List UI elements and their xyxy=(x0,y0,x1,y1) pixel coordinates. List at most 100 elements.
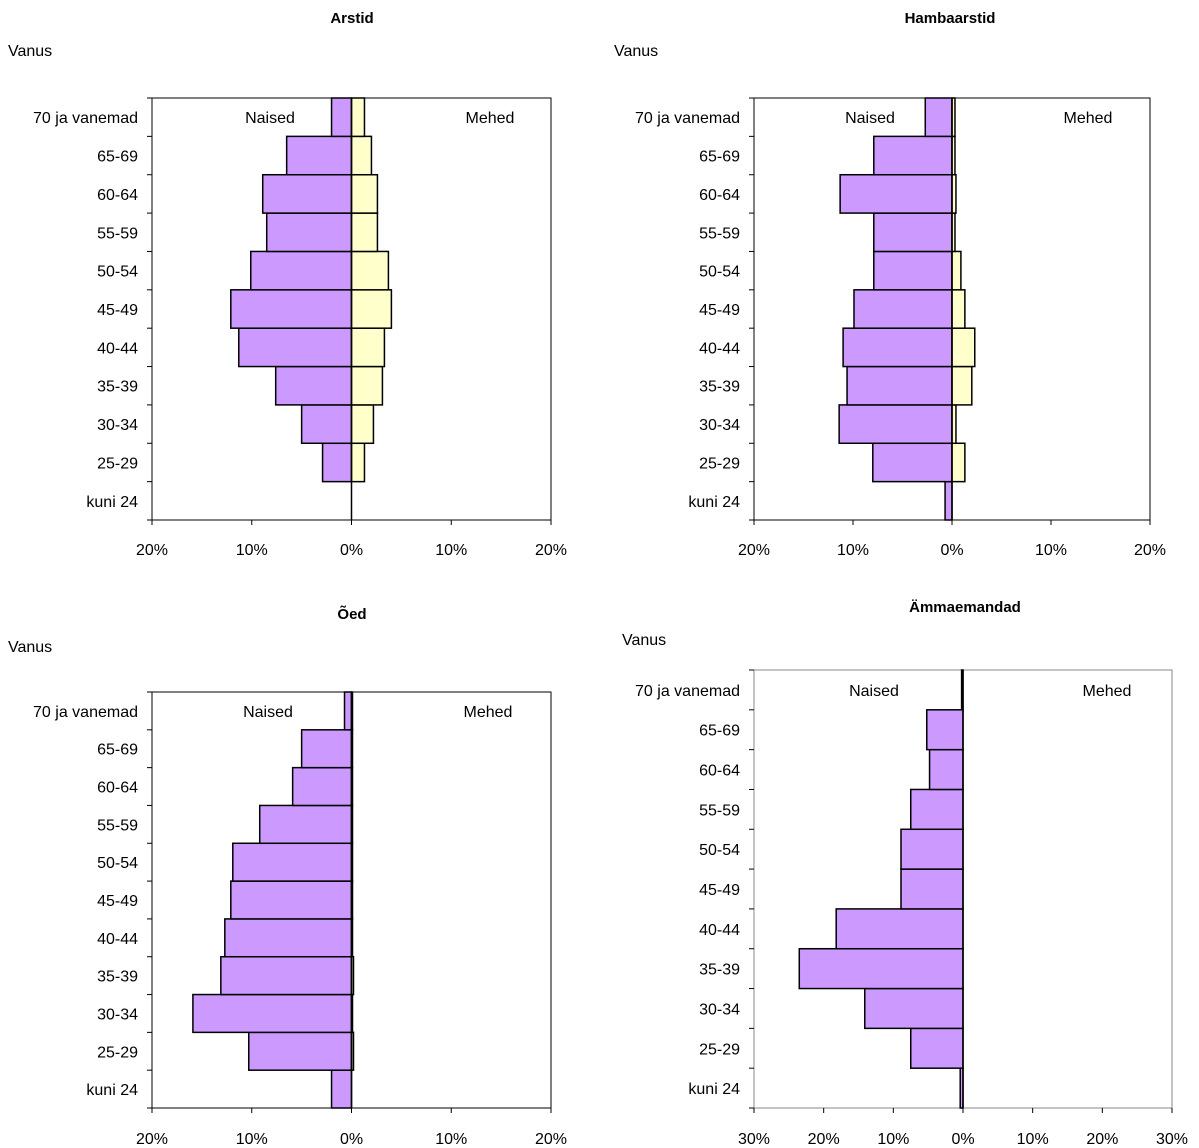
category-label: 45-49 xyxy=(97,302,138,319)
x-tick-label: 10% xyxy=(435,542,467,559)
y-axis-label: Vanus xyxy=(8,43,52,60)
category-label: 50-54 xyxy=(97,264,138,281)
chart-title: Õed xyxy=(337,605,366,623)
bar-mehed xyxy=(952,367,972,405)
x-tick-label: 20% xyxy=(136,542,168,559)
category-label: 25-29 xyxy=(699,1041,740,1058)
annotation-naised: Naised xyxy=(845,110,895,127)
category-label: 50-54 xyxy=(699,264,740,281)
x-tick-label: 20% xyxy=(1134,542,1166,559)
category-label: 40-44 xyxy=(97,340,138,357)
x-tick-label: 30% xyxy=(738,1131,770,1148)
bar-naised xyxy=(239,328,352,366)
category-label: 70 ja vanemad xyxy=(635,683,740,700)
category-label: 30-34 xyxy=(699,1001,740,1018)
bar-naised xyxy=(263,175,352,213)
x-tick-label: 10% xyxy=(837,542,869,559)
x-tick-label: 20% xyxy=(136,1131,168,1148)
x-tick-label: 30% xyxy=(1156,1131,1188,1148)
bar-naised xyxy=(874,136,952,174)
category-label: 30-34 xyxy=(97,1006,138,1023)
x-tick-label: 20% xyxy=(535,542,567,559)
category-label: 55-59 xyxy=(699,225,740,242)
category-label: 55-59 xyxy=(699,802,740,819)
category-label: 25-29 xyxy=(699,455,740,472)
bar-naised xyxy=(836,909,963,949)
bar-naised xyxy=(225,919,352,957)
annotation-mehed: Mehed xyxy=(464,704,513,721)
bar-naised xyxy=(854,290,952,328)
category-label: 35-39 xyxy=(699,379,740,396)
category-label: 60-64 xyxy=(699,187,740,204)
category-label: 55-59 xyxy=(97,817,138,834)
y-axis-label: Vanus xyxy=(622,632,666,649)
category-label: 25-29 xyxy=(97,1044,138,1061)
chart-2: Hambaarstid Vanus kuni 24 25-29 30-34 35-39 40… xyxy=(614,10,1166,559)
bar-mehed xyxy=(952,443,965,481)
bar-naised xyxy=(799,949,963,989)
x-tick-label: 20% xyxy=(535,1131,567,1148)
bar-mehed xyxy=(352,367,383,405)
category-label: 70 ja vanemad xyxy=(635,110,740,127)
bar-naised xyxy=(293,768,352,806)
chart-1: Arstid Vanus kuni 24 25-29 30-34 35-39 40-44 45… xyxy=(8,10,567,559)
annotation-naised: Naised xyxy=(243,704,293,721)
bar-naised xyxy=(251,251,352,289)
bar-naised xyxy=(901,829,963,869)
x-tick-label: 0% xyxy=(340,1131,363,1148)
category-label: 30-34 xyxy=(97,417,138,434)
x-tick-label: 0% xyxy=(340,542,363,559)
y-axis-label: Vanus xyxy=(8,639,52,656)
bar-naised xyxy=(945,482,952,520)
bar-naised xyxy=(901,869,963,909)
y-axis-label: Vanus xyxy=(614,43,658,60)
bar-mehed xyxy=(352,328,385,366)
category-label: 70 ja vanemad xyxy=(33,110,138,127)
category-label: 45-49 xyxy=(97,893,138,910)
x-tick-label: 0% xyxy=(951,1131,974,1148)
category-label: 65-69 xyxy=(699,149,740,166)
bar-naised xyxy=(302,405,352,443)
bar-naised xyxy=(925,98,952,136)
category-label: 40-44 xyxy=(97,931,138,948)
bar-naised xyxy=(843,328,952,366)
category-label: 60-64 xyxy=(699,763,740,780)
bar-mehed xyxy=(952,328,975,366)
bar-naised xyxy=(233,843,352,881)
bar-naised xyxy=(231,290,352,328)
x-tick-label: 10% xyxy=(1017,1131,1049,1148)
x-tick-label: 10% xyxy=(435,1131,467,1148)
bar-mehed xyxy=(352,443,365,481)
category-label: 70 ja vanemad xyxy=(33,704,138,721)
category-label: kuni 24 xyxy=(688,494,740,511)
category-label: 40-44 xyxy=(699,340,740,357)
category-label: 35-39 xyxy=(97,969,138,986)
bar-naised xyxy=(847,367,952,405)
x-tick-label: 20% xyxy=(738,542,770,559)
x-tick-label: 20% xyxy=(808,1131,840,1148)
category-label: 35-39 xyxy=(699,962,740,979)
bar-naised xyxy=(930,750,963,790)
annotation-mehed: Mehed xyxy=(466,110,515,127)
bar-naised xyxy=(287,136,352,174)
category-label: kuni 24 xyxy=(86,1082,138,1099)
category-label: 50-54 xyxy=(97,855,138,872)
x-tick-label: 0% xyxy=(940,542,963,559)
chart-4: Ämmaemandad Vanus kuni 24 25-29 30-34 35-39 40… xyxy=(622,599,1188,1148)
category-label: 65-69 xyxy=(97,149,138,166)
bar-mehed xyxy=(352,98,365,136)
bar-naised xyxy=(840,175,952,213)
bar-naised xyxy=(839,405,952,443)
bar-mehed xyxy=(352,175,378,213)
x-tick-label: 10% xyxy=(1035,542,1067,559)
category-label: kuni 24 xyxy=(688,1081,740,1098)
bar-mehed xyxy=(352,251,389,289)
category-label: 30-34 xyxy=(699,417,740,434)
bar-naised xyxy=(193,995,352,1033)
x-tick-label: 10% xyxy=(236,1131,268,1148)
category-label: 45-49 xyxy=(699,302,740,319)
bar-naised xyxy=(276,367,352,405)
annotation-naised: Naised xyxy=(849,683,899,700)
bar-mehed xyxy=(952,290,965,328)
